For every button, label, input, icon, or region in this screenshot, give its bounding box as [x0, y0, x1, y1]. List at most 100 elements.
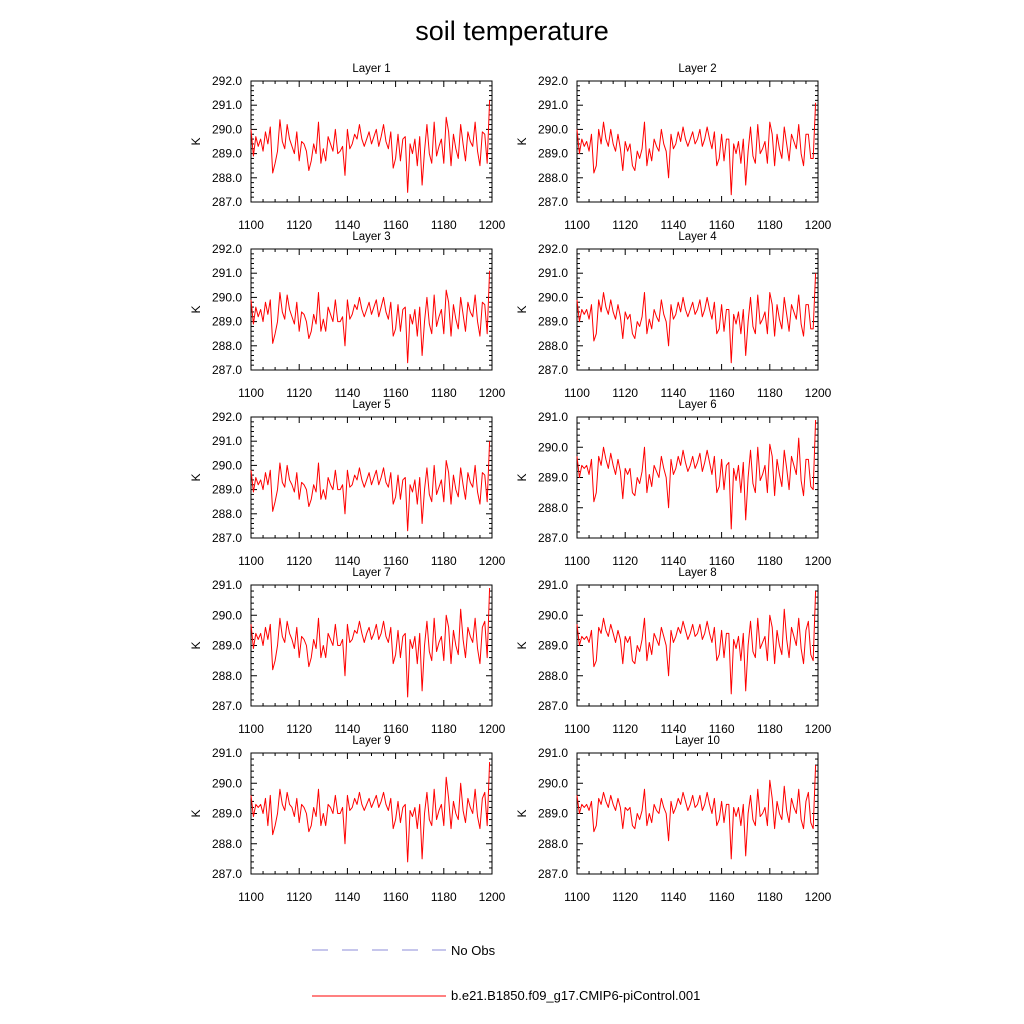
y-tick-label: 289.0 — [538, 471, 568, 485]
x-tick-label: 1180 — [431, 218, 457, 232]
y-tick-label: 289.0 — [212, 807, 242, 821]
x-tick-label: 1200 — [479, 218, 506, 232]
panel-4: Layer 4 K 1100 1120 1140 1160 1180 1200 287.0 288… — [515, 231, 832, 400]
y-axis-label: K — [515, 305, 529, 313]
x-tick-label: 1200 — [479, 554, 506, 568]
y-axis-label: K — [189, 809, 203, 817]
x-tick-label: 1120 — [286, 722, 312, 736]
x-tick-label: 1140 — [334, 554, 360, 568]
y-tick-label: 287.0 — [212, 363, 242, 377]
panel-3: Layer 3 K 1100 1120 1140 1160 1180 1200 287.0 288… — [189, 231, 506, 400]
y-tick-label: 288.0 — [538, 501, 568, 515]
y-tick-label: 291.0 — [538, 98, 568, 112]
y-tick-label: 291.0 — [538, 578, 568, 592]
x-tick-label: 1160 — [709, 554, 735, 568]
y-tick-label: 291.0 — [212, 266, 242, 280]
y-tick-label: 287.0 — [212, 867, 242, 881]
series-line — [250, 762, 491, 863]
x-tick-label: 1160 — [709, 386, 735, 400]
x-tick-label: 1160 — [383, 386, 409, 400]
panel-title: Layer 2 — [678, 63, 716, 75]
legend-model-label: b.e21.B1850.f09_g17.CMIP6-piControl.001 — [451, 988, 700, 1003]
series-line — [576, 420, 817, 530]
x-tick-label: 1140 — [334, 386, 360, 400]
y-tick-label: 291.0 — [212, 578, 242, 592]
y-tick-label: 287.0 — [538, 363, 568, 377]
series-line — [576, 102, 817, 196]
y-tick-label: 288.0 — [212, 171, 242, 185]
y-tick-label: 292.0 — [538, 74, 568, 88]
x-tick-label: 1180 — [431, 386, 457, 400]
y-tick-label: 289.0 — [538, 639, 568, 653]
y-tick-label: 291.0 — [212, 434, 242, 448]
x-tick-label: 1100 — [238, 218, 264, 232]
panel-5: Layer 5 K 1100 1120 1140 1160 1180 1200 287.0 288… — [189, 399, 506, 568]
panel-title: Layer 7 — [352, 567, 390, 579]
panel-title: Layer 10 — [675, 735, 720, 747]
y-tick-label: 288.0 — [538, 171, 568, 185]
x-tick-label: 1180 — [757, 218, 783, 232]
panel-7: Layer 7 K 1100 1120 1140 1160 1180 1200 287.0 288… — [189, 567, 506, 736]
x-tick-label: 1160 — [383, 554, 409, 568]
x-tick-label: 1180 — [757, 722, 783, 736]
x-tick-label: 1200 — [479, 386, 506, 400]
y-tick-label: 290.0 — [212, 458, 242, 472]
x-tick-label: 1200 — [805, 722, 832, 736]
y-tick-label: 287.0 — [212, 531, 242, 545]
y-axis-label: K — [515, 473, 529, 481]
x-tick-label: 1120 — [286, 554, 312, 568]
y-tick-label: 292.0 — [212, 410, 242, 424]
y-tick-label: 287.0 — [212, 699, 242, 713]
y-tick-label: 289.0 — [538, 147, 568, 161]
y-tick-label: 291.0 — [212, 746, 242, 760]
panel-title: Layer 4 — [678, 231, 717, 243]
y-tick-label: 292.0 — [212, 242, 242, 256]
y-tick-label: 290.0 — [212, 776, 242, 790]
y-tick-label: 289.0 — [538, 807, 568, 821]
chart-panels: Layer 1 K 1100 1120 1140 1160 1180 1200 287.0 288… — [189, 63, 832, 904]
x-tick-label: 1140 — [334, 890, 360, 904]
y-tick-label: 290.0 — [538, 776, 568, 790]
y-tick-label: 291.0 — [538, 410, 568, 424]
x-tick-label: 1180 — [757, 386, 783, 400]
panel-title: Layer 1 — [352, 63, 390, 75]
x-tick-label: 1200 — [805, 218, 832, 232]
x-tick-label: 1120 — [286, 890, 312, 904]
y-tick-label: 289.0 — [212, 315, 242, 329]
y-tick-label: 288.0 — [538, 837, 568, 851]
x-tick-label: 1200 — [805, 386, 832, 400]
y-tick-label: 290.0 — [538, 122, 568, 136]
x-tick-label: 1120 — [612, 554, 638, 568]
x-tick-label: 1140 — [660, 386, 686, 400]
x-tick-label: 1100 — [564, 722, 590, 736]
x-tick-label: 1180 — [757, 890, 783, 904]
series-line — [250, 270, 491, 364]
y-tick-label: 289.0 — [538, 315, 568, 329]
panel-title: Layer 5 — [352, 399, 390, 411]
x-tick-label: 1160 — [709, 722, 735, 736]
y-tick-label: 288.0 — [538, 339, 568, 353]
x-tick-label: 1100 — [564, 218, 590, 232]
y-tick-label: 291.0 — [212, 98, 242, 112]
x-tick-label: 1100 — [564, 386, 590, 400]
figure-title: soil temperature — [415, 16, 609, 46]
y-tick-label: 288.0 — [212, 669, 242, 683]
panel-title: Layer 9 — [352, 735, 390, 747]
y-tick-label: 287.0 — [538, 531, 568, 545]
y-axis-label: K — [189, 641, 203, 649]
x-tick-label: 1200 — [479, 890, 506, 904]
x-tick-label: 1120 — [612, 722, 638, 736]
x-tick-label: 1120 — [612, 386, 638, 400]
x-tick-label: 1160 — [383, 890, 409, 904]
panel-title: Layer 6 — [678, 399, 716, 411]
x-tick-label: 1200 — [805, 890, 832, 904]
panel-10: Layer 10 K 1100 1120 1140 1160 1180 1200 287.0 28… — [515, 735, 832, 904]
x-tick-label: 1140 — [660, 890, 686, 904]
x-tick-label: 1180 — [431, 554, 457, 568]
y-tick-label: 291.0 — [538, 746, 568, 760]
series-line — [576, 273, 817, 364]
x-tick-label: 1160 — [709, 890, 735, 904]
y-tick-label: 289.0 — [212, 483, 242, 497]
